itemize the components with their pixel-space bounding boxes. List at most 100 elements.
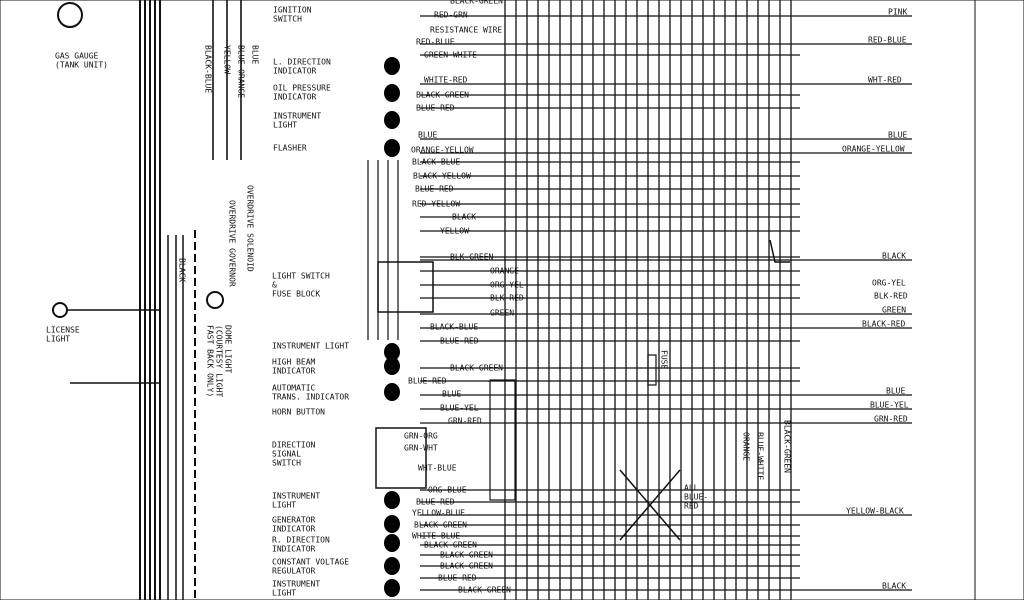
vertical-label: (COURTESY LIGHT [215, 325, 224, 397]
wire-label: BLUE-RED [438, 574, 477, 583]
component-label: R. DIRECTION [272, 536, 330, 545]
fuse [647, 354, 657, 386]
wire-label: BLUE-RED [408, 377, 447, 386]
wire-label: BLUE-YEL [440, 404, 479, 413]
vertical-label: BLUE-ORANGE [237, 45, 246, 98]
wire-label: BLACK [452, 213, 476, 222]
component-label: (TANK UNIT) [55, 61, 108, 70]
right-label: BLUE [886, 387, 905, 396]
component-label: OIL PRESSURE [273, 84, 331, 93]
right-label: BLK-RED [874, 292, 908, 301]
component-label: LICENSE [46, 326, 80, 335]
component-label: L. DIRECTION [273, 58, 331, 67]
component-label: INDICATOR [273, 67, 317, 76]
component-label: INSTRUMENT [272, 492, 320, 501]
component-label: & [272, 281, 277, 290]
right-label: ORANGE-YELLOW [842, 145, 905, 154]
component-label: FLASHER [273, 144, 307, 153]
component-label: INDICATOR [272, 545, 316, 554]
right-label: WHT-RED [868, 76, 902, 85]
lamp [384, 57, 400, 75]
lamp [384, 383, 400, 401]
vertical-label: BLUE- [684, 493, 708, 502]
right-label: YELLOW-BLACK [846, 507, 904, 516]
lamp [384, 343, 400, 361]
component-label: HORN BUTTON [272, 408, 325, 417]
wire-label: WHT-BLUE [418, 464, 457, 473]
wire-label: BLUE-RED [440, 337, 479, 346]
vertical-label: OVERDRIVE GOVERNOR [228, 200, 237, 287]
wire-label: BLUE-RED [416, 498, 455, 507]
component-label: GAS GAUGE [55, 52, 99, 61]
wire-label: BLUE-RED [416, 104, 455, 113]
right-label: BLACK [882, 252, 906, 261]
vertical-label: BLACK [178, 258, 187, 282]
component-label: LIGHT SWITCH [272, 272, 330, 281]
lamp [384, 579, 400, 597]
lamp [384, 534, 400, 552]
component-label: SIGNAL [272, 450, 301, 459]
junction [769, 239, 790, 263]
signal-switch [375, 427, 427, 489]
wire-label: ORANGE-YELLOW [411, 146, 474, 155]
wire-label: BLACK-YELLOW [413, 172, 471, 181]
component-label: AUTOMATIC [272, 384, 316, 393]
wire-label: BLUE [442, 390, 461, 399]
governor [206, 291, 224, 309]
component-label: DIRECTION [272, 441, 316, 450]
right-label: GREEN [882, 306, 906, 315]
wire-label: GREEN-WHITE [424, 51, 477, 60]
wire-label: GRN-ORG [404, 432, 438, 441]
component-label: INSTRUMENT [272, 580, 320, 589]
wire-label: GRN-WHT [404, 444, 438, 453]
wire-label: BLACK-GREEN [450, 0, 503, 6]
wire-label: BLK-RED [490, 294, 524, 303]
wire-label: BLACK-GREEN [440, 562, 493, 571]
wire-label: RED-YELLOW [412, 200, 460, 209]
vertical-label: ORANGE [742, 432, 751, 461]
vertical-label: BLACK-GREEN [783, 420, 792, 473]
gauge [57, 2, 83, 28]
component-label: FUSE BLOCK [272, 290, 320, 299]
vertical-label: RED [684, 502, 699, 511]
right-label: BLUE [888, 131, 907, 140]
lamp [384, 139, 400, 157]
lamp [384, 557, 400, 575]
wire-label: GRN-RED [448, 417, 482, 426]
wire-label: GREEN [490, 309, 514, 318]
right-label: RED-BLUE [868, 36, 907, 45]
wire-label: RED-BLUE [416, 38, 455, 47]
component-label: IGNITION [273, 6, 312, 15]
component-label: SWITCH [272, 459, 301, 468]
vertical-label: BLUE-WHITE [756, 432, 765, 480]
component-label: LIGHT [272, 501, 296, 510]
wire-label: RESISTANCE WIRE [430, 26, 502, 35]
wire-label: ORANGE [490, 267, 519, 276]
component-label: INDICATOR [272, 525, 316, 534]
vertical-label: BLUE [251, 45, 260, 64]
labels: GAS GAUGE(TANK UNIT) LICENSE LIGHT IGNITION… [46, 0, 909, 598]
vertical-label: FUSE [660, 350, 669, 369]
fuse-block [377, 261, 434, 313]
component-label: SWITCH [273, 15, 302, 24]
right-label: ORG-YEL [872, 279, 906, 288]
right-label: PINK [888, 8, 907, 17]
lamp [384, 84, 400, 102]
component-label: LIGHT [273, 121, 297, 130]
right-label: BLACK-RED [862, 320, 906, 329]
component-label: REGULATOR [272, 567, 316, 576]
component-label: LIGHT [272, 589, 296, 598]
wire-label: RED-GRN [434, 11, 468, 20]
wires [52, 0, 912, 600]
wire-label: BLUE-RED [415, 185, 454, 194]
vertical-label: FAST BACK ONLY) [206, 325, 215, 397]
lamp [384, 357, 400, 375]
component-label: INSTRUMENT [273, 112, 321, 121]
wire-label: BLACK-GREEN [440, 551, 493, 560]
page-edge [974, 0, 1024, 600]
right-label: GRN-RED [874, 415, 908, 424]
lamp [384, 111, 400, 129]
wire-label: BLACK-GREEN [414, 521, 467, 530]
right-label: BLACK [882, 582, 906, 591]
